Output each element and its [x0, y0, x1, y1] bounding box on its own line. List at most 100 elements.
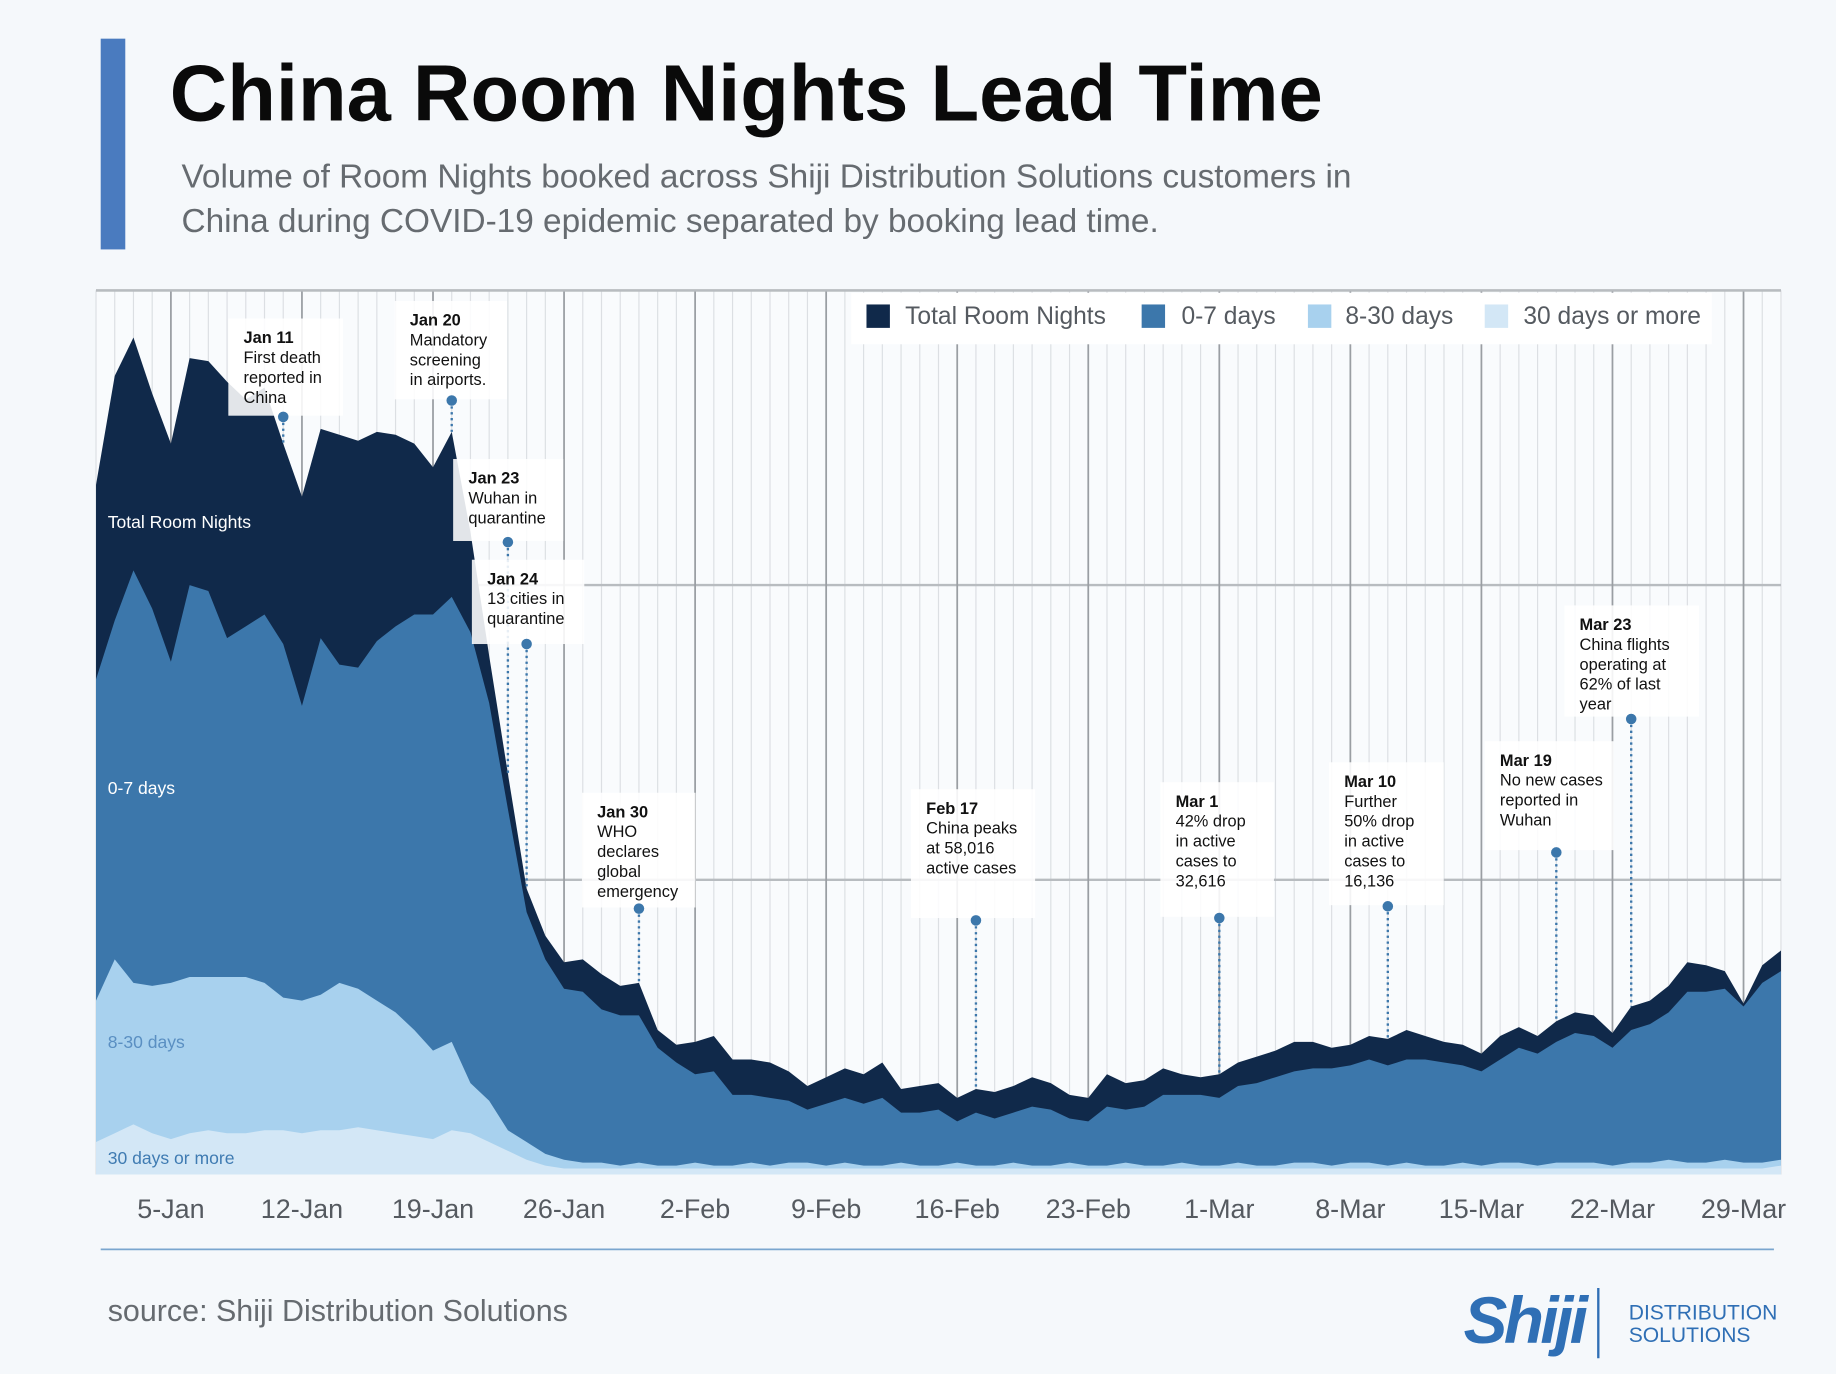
- annotation-text: in active: [1176, 833, 1236, 851]
- annotation-text: China peaks: [926, 820, 1017, 838]
- annotation-box: [1160, 782, 1274, 917]
- x-tick-label: 5-Jan: [137, 1194, 204, 1224]
- x-tick-label: 22-Mar: [1570, 1194, 1655, 1224]
- annotation-text: China flights: [1580, 636, 1670, 654]
- annotation-text: China: [244, 389, 288, 407]
- annotation-dot: [277, 411, 289, 423]
- annotation-box: [228, 318, 344, 416]
- x-tick-label: 16-Feb: [915, 1194, 1000, 1224]
- title-accent: [100, 38, 126, 250]
- annotation-text: year: [1580, 696, 1612, 714]
- annotation-date: Feb 17: [926, 800, 978, 818]
- annotation-text: declares: [597, 843, 659, 861]
- annotation-dot: [521, 638, 532, 650]
- annotation-box: [1564, 605, 1700, 717]
- annotation-dot: [1551, 847, 1562, 858]
- annotation-dot: [502, 536, 514, 548]
- subtitle: Volume of Room Nights booked across Shij…: [181, 158, 1351, 195]
- legend-swatch: [1307, 304, 1332, 328]
- annotation-text: screening: [410, 351, 481, 369]
- annotation-date: Jan 24: [487, 570, 539, 588]
- annotation-dot: [633, 903, 645, 914]
- x-tick-label: 19-Jan: [392, 1194, 474, 1224]
- annotation-box: [453, 459, 564, 541]
- annotation-text: in active: [1344, 833, 1404, 851]
- source: source: Shiji Distribution Solutions: [108, 1294, 568, 1328]
- subtitle: China during COVID-19 epidemic separated…: [181, 203, 1158, 240]
- legend-label: 8-30 days: [1345, 303, 1453, 330]
- chart-title: China Room Nights Lead Time: [170, 49, 1323, 138]
- legend-label: Total Room Nights: [905, 303, 1106, 330]
- series-label: 8-30 days: [108, 1032, 185, 1052]
- x-tick-label: 23-Feb: [1046, 1194, 1131, 1224]
- area: [96, 1124, 1781, 1175]
- annotation-date: Jan 30: [597, 803, 648, 821]
- legend-swatch: [866, 304, 890, 328]
- annotation-text: cases to: [1176, 853, 1237, 871]
- annotation-date: Jan 11: [244, 329, 294, 347]
- annotation-box: [1484, 741, 1614, 851]
- annotation-text: reported in: [1500, 792, 1578, 810]
- annotation-text: 42% drop: [1176, 813, 1246, 831]
- annotation-text: emergency: [597, 883, 679, 901]
- annotation-box: [910, 789, 1036, 919]
- annotation-text: quarantine: [468, 509, 545, 527]
- annotation-box: [394, 300, 508, 400]
- annotation-box: [581, 792, 696, 908]
- annotation-date: Mar 1: [1176, 793, 1219, 811]
- annotation-text: Wuhan: [1500, 812, 1552, 830]
- annotation-text: 16,136: [1344, 872, 1394, 890]
- annotation-date: Jan 20: [410, 312, 461, 330]
- annotation-text: in airports.: [410, 371, 486, 389]
- annotation-text: active cases: [926, 860, 1016, 878]
- annotation-text: operating at: [1580, 656, 1667, 674]
- annotation-dot: [1382, 901, 1394, 912]
- plot: 5-Jan 12-Jan 19-Jan 26-Jan 2-Feb 9-Feb 16-Feb 2…: [95, 289, 1786, 1224]
- annotation-dot: [1214, 912, 1225, 924]
- annotation-text: cases to: [1344, 853, 1405, 871]
- series-label: 0-7 days: [108, 778, 176, 798]
- annotation-dot: [446, 395, 457, 406]
- x-tick-label: 8-Mar: [1315, 1194, 1385, 1224]
- x-tick-label: 12-Jan: [261, 1194, 343, 1224]
- series-label: Total Room Nights: [108, 512, 252, 532]
- annotation-text: 32,616: [1176, 872, 1226, 890]
- x-tick-label: 2-Feb: [660, 1194, 730, 1224]
- logo-tagline: SOLUTIONS: [1629, 1324, 1751, 1347]
- annotation-text: Wuhan in: [468, 490, 537, 508]
- annotation-text: Mandatory: [410, 331, 488, 349]
- annotation-date: Mar 10: [1344, 773, 1396, 791]
- annotation-text: First death: [244, 349, 321, 367]
- area: [96, 570, 1781, 1175]
- annotation-text: WHO: [597, 823, 637, 841]
- annotation-text: Further: [1344, 793, 1397, 811]
- x-tick-label: 29-Mar: [1701, 1194, 1786, 1224]
- annotation-text: No new cases: [1500, 772, 1603, 790]
- annotation-text: 50% drop: [1344, 813, 1414, 831]
- annotation-text: 62% of last: [1580, 676, 1661, 694]
- logo-name: Shiji: [1464, 1284, 1590, 1357]
- x-tick-label: 26-Jan: [523, 1194, 605, 1224]
- annotation-dot: [1625, 713, 1637, 725]
- annotation-text: 13 cities in: [487, 590, 564, 608]
- series-label: 30 days or more: [108, 1148, 235, 1168]
- annotation-text: at 58,016: [926, 840, 994, 858]
- legend-box: [851, 292, 1712, 345]
- x-tick-label: 9-Feb: [791, 1194, 861, 1224]
- x-tick-label: 1-Mar: [1184, 1194, 1254, 1224]
- annotation-dot: [970, 915, 982, 926]
- annotation-text: global: [597, 863, 641, 881]
- annotation-text: reported in: [244, 369, 322, 387]
- annotation-date: Mar 19: [1500, 752, 1552, 770]
- x-tick-label: 15-Mar: [1439, 1194, 1524, 1224]
- annotation-date: Mar 23: [1580, 616, 1632, 634]
- annotation-box: [1328, 762, 1444, 906]
- annotation-box: [471, 559, 585, 645]
- annotation-date: Jan 23: [468, 470, 519, 488]
- legend-label: 0-7 days: [1181, 303, 1275, 330]
- legend-swatch: [1141, 304, 1166, 328]
- annotation-text: quarantine: [487, 610, 564, 628]
- logo-tagline: DISTRIBUTION: [1629, 1302, 1778, 1325]
